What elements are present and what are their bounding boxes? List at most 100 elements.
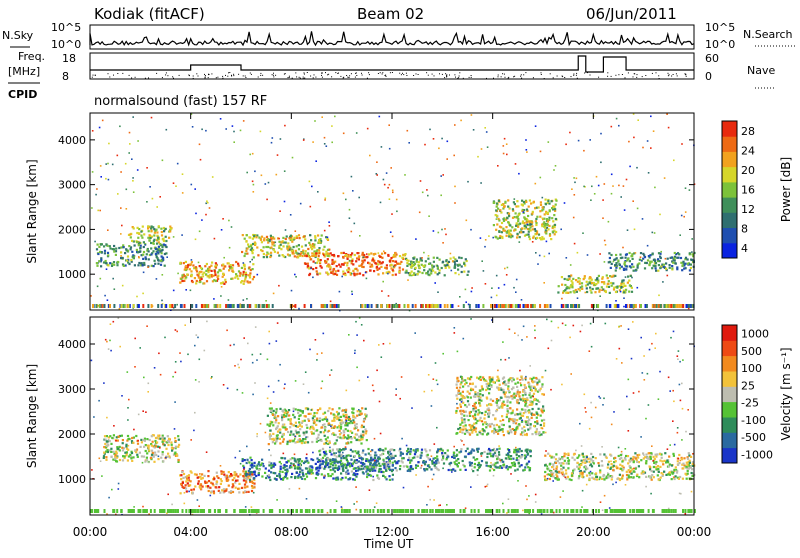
nave-dot — [501, 76, 502, 77]
noise-cell — [356, 132, 358, 134]
noise-cell — [481, 260, 483, 262]
nave-dot — [403, 74, 404, 75]
data-cell — [467, 271, 469, 273]
data-cell — [551, 207, 553, 209]
data-cell — [541, 376, 543, 378]
data-cell — [511, 380, 513, 382]
nave-dot — [513, 76, 514, 77]
data-cell — [276, 440, 278, 442]
noise-cell — [393, 266, 395, 268]
nave-dot — [642, 76, 643, 77]
data-cell — [113, 264, 115, 266]
data-cell — [311, 431, 313, 433]
noise-cell — [310, 235, 312, 237]
data-cell — [112, 248, 114, 250]
data-cell — [293, 237, 295, 239]
data-cell — [497, 378, 499, 380]
data-cell — [520, 384, 522, 386]
data-cell — [552, 231, 554, 233]
data-cell — [489, 403, 491, 405]
data-cell — [625, 268, 627, 270]
data-cell — [383, 463, 385, 465]
data-cell — [483, 429, 485, 431]
data-cell — [268, 461, 270, 463]
data-cell — [384, 252, 386, 254]
data-cell — [317, 473, 319, 475]
data-cell — [479, 376, 481, 378]
data-cell — [492, 377, 494, 379]
nave-dot — [416, 73, 417, 74]
noise-cell — [620, 196, 622, 198]
data-cell — [238, 265, 240, 267]
data-cell — [605, 290, 607, 292]
data-cell — [156, 257, 158, 259]
data-cell — [339, 437, 341, 439]
data-cell — [336, 448, 338, 450]
data-cell — [258, 469, 260, 471]
nave-dot — [625, 77, 626, 78]
data-cell — [461, 417, 463, 419]
noise-cell — [383, 251, 385, 253]
ground-cell — [436, 304, 438, 308]
cpid-label: CPID — [8, 88, 37, 101]
data-cell — [407, 470, 409, 472]
data-cell — [182, 482, 184, 484]
data-cell — [503, 466, 505, 468]
data-cell — [278, 255, 280, 257]
data-cell — [187, 264, 189, 266]
nave-dot — [454, 74, 455, 75]
noise-cell — [265, 300, 267, 302]
data-cell — [394, 455, 396, 457]
ground-cell — [562, 304, 564, 308]
data-cell — [160, 228, 162, 230]
nave-dot — [520, 76, 521, 77]
data-cell — [134, 264, 136, 266]
data-cell — [406, 262, 408, 264]
data-cell — [482, 433, 484, 435]
data-cell — [242, 234, 244, 236]
data-cell — [242, 458, 244, 460]
data-cell — [459, 392, 461, 394]
data-cell — [186, 490, 188, 492]
data-cell — [207, 485, 209, 487]
data-cell — [476, 458, 478, 460]
data-cell — [115, 460, 117, 462]
data-cell — [458, 390, 460, 392]
nave-dot — [673, 74, 674, 75]
nsky-tick-bottom: 10^0 — [51, 38, 81, 51]
data-cell — [658, 264, 660, 266]
data-cell — [301, 255, 303, 257]
data-cell — [273, 462, 275, 464]
ground-cell — [656, 304, 658, 308]
data-cell — [369, 262, 371, 264]
data-cell — [277, 431, 279, 433]
data-cell — [286, 477, 288, 479]
noise-cell — [635, 252, 637, 254]
data-cell — [285, 410, 287, 412]
data-cell — [215, 483, 217, 485]
data-cell — [570, 274, 572, 276]
data-cell — [427, 273, 429, 275]
data-cell — [323, 451, 325, 453]
data-cell — [470, 452, 472, 454]
data-cell — [179, 282, 181, 284]
data-cell — [390, 267, 392, 269]
data-cell — [251, 464, 253, 466]
data-cell — [252, 278, 254, 280]
data-cell — [389, 479, 391, 481]
data-cell — [436, 459, 438, 461]
noise-cell — [650, 147, 652, 149]
data-cell — [161, 231, 163, 233]
data-cell — [521, 427, 523, 429]
data-cell — [608, 286, 610, 288]
noise-cell — [271, 142, 273, 144]
data-cell — [508, 215, 510, 217]
noise-cell — [250, 275, 252, 277]
ground-cell — [469, 304, 471, 308]
data-cell — [521, 200, 523, 202]
data-cell — [356, 434, 358, 436]
data-cell — [117, 448, 119, 450]
data-cell — [248, 246, 250, 248]
nave-dot — [550, 73, 551, 74]
